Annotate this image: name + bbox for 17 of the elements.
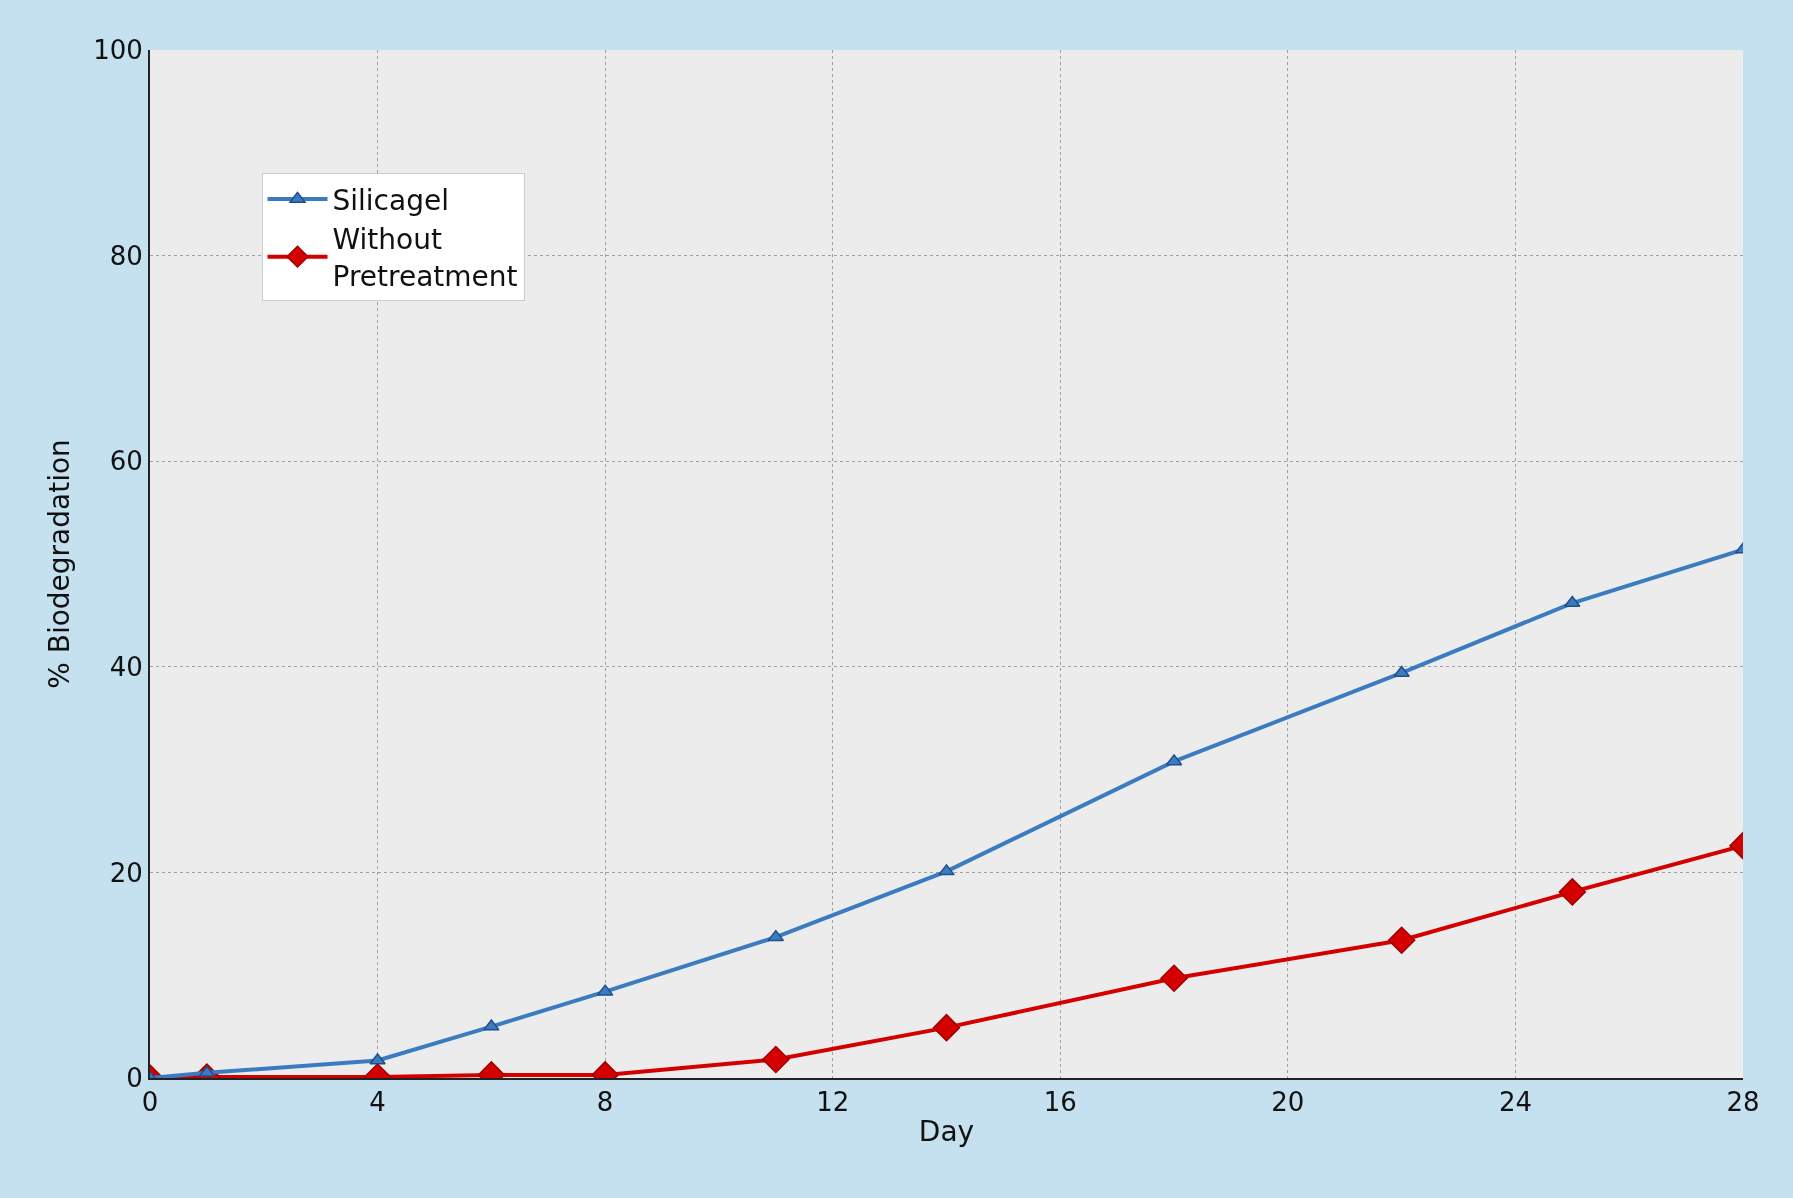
y-tick-label: 100 — [93, 35, 143, 66]
y-tick-label: 20 — [109, 857, 143, 888]
x-tick-label: 16 — [1043, 1087, 1077, 1118]
legend-label: Silicagel — [332, 183, 449, 217]
y-tick-label: 60 — [109, 446, 143, 477]
x-tick-label: 20 — [1271, 1087, 1305, 1118]
y-axis-title: % Biodegradation — [43, 439, 77, 689]
x-tick-label: 28 — [1726, 1087, 1760, 1118]
x-tick-label: 24 — [1498, 1087, 1532, 1118]
x-axis-title: Day — [918, 1114, 975, 1148]
y-tick-label: 40 — [109, 651, 143, 682]
x-tick-label: 4 — [369, 1087, 386, 1118]
y-tick-label: 0 — [126, 1063, 143, 1094]
y-tick-label: 80 — [109, 240, 143, 271]
legend-label: Without Pretreatment — [332, 223, 518, 293]
x-tick-label: 12 — [816, 1087, 850, 1118]
x-tick-label: 8 — [596, 1087, 614, 1118]
